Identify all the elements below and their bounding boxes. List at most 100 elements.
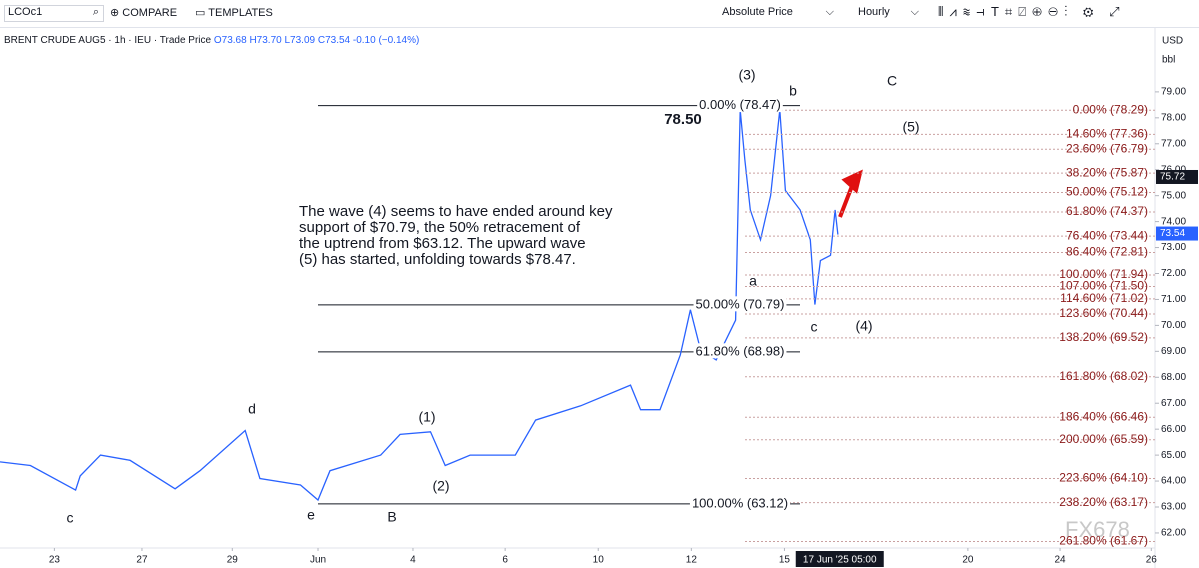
price-mode: Absolute Price (722, 6, 793, 18)
watermark: FX678 (1065, 517, 1130, 542)
y-tick-label: 64.00 (1161, 476, 1186, 487)
fib-label-bg (1057, 306, 1150, 321)
fib-label-bg (1058, 291, 1150, 306)
arrow (838, 169, 863, 218)
price-tag (1156, 169, 1198, 184)
wave-label: (4) (855, 318, 872, 334)
x-tick-label: 4 (410, 555, 416, 566)
y-tick-label: 68.00 (1161, 372, 1186, 383)
unit: USD (1162, 36, 1183, 47)
fib-label-bg (1063, 204, 1150, 219)
fib-label-bg (1057, 267, 1150, 282)
crosshair-label: 17 Jun '25 05:00 (803, 555, 877, 566)
note-line: (5) has started, unfolding towards $78.4… (299, 251, 576, 268)
interval: Hourly (858, 6, 890, 18)
price-mode-select[interactable]: Absolute Price ⌵ (712, 6, 840, 18)
fib-label: 50.00% (75.12) (1066, 185, 1148, 199)
fib-label-bg (697, 97, 783, 113)
toolbar: LCOc1 ⌕ ⊕ COMPARE ▭ TEMPLATES Absolute Pr… (0, 0, 1199, 28)
y-tick-label: 69.00 (1161, 346, 1186, 357)
y-tick-label: 66.00 (1161, 424, 1186, 435)
note: The wave (4) seems to have ended around … (299, 203, 613, 268)
wave-label: (3) (738, 67, 755, 83)
wave-label: (1) (418, 409, 435, 425)
fib-label: 14.60% (77.36) (1066, 127, 1148, 141)
crosshair-box (795, 551, 884, 567)
y-tick-label: 76.00 (1161, 164, 1186, 175)
wave-label: B (387, 509, 396, 525)
fib-label: 76.40% (73.44) (1066, 228, 1148, 242)
fib-label-bg (1057, 470, 1150, 485)
price-tag-label: 73.54 (1160, 228, 1185, 239)
x-tick-label: 27 (136, 555, 148, 566)
wave-labels: (3) 78.50 b C (5) a c (4) d (1) (2) c e … (67, 67, 920, 526)
fib-label-bg (693, 343, 787, 359)
y-tick-label: 74.00 (1161, 216, 1186, 227)
interval-select[interactable]: Hourly ⌵ (848, 6, 923, 18)
x-tick-label: 23 (49, 555, 61, 566)
legend-title: BRENT CRUDE AUG5 · 1h · IEU · Trade Pric… (4, 35, 212, 46)
y-tick-label: 75.00 (1161, 190, 1186, 201)
fib-label: 100.00% (71.94) (1059, 267, 1148, 281)
x-tick-label: Jun (310, 555, 326, 566)
x-tick-label: 10 (593, 555, 605, 566)
fib-label: 161.80% (68.02) (1059, 369, 1148, 383)
y-tick-label: 62.00 (1161, 528, 1186, 539)
fib-label-bg (1057, 368, 1150, 383)
x-tick-label: 29 (227, 555, 239, 566)
x-tick-label: 24 (1054, 555, 1066, 566)
price-tag (1156, 226, 1198, 241)
fib-label: 38.20% (75.87) (1066, 165, 1148, 179)
wave-label: (5) (902, 119, 919, 135)
note-line: support of $70.79, the 50% retracement o… (299, 219, 581, 236)
legend-ohlc: O73.68 H73.70 L73.09 C73.54 -0.10 (−0.14… (213, 35, 420, 46)
x-tick-label: 6 (502, 555, 508, 566)
templates-button[interactable]: ▭ TEMPLATES (195, 7, 273, 19)
fib-label-bg (1063, 165, 1150, 180)
y-tick-label: 79.00 (1161, 87, 1186, 98)
tool-icons[interactable]: ⫴⩘≋⊣T⌗⍁⊕⊖⋮ ⚙ ⤢ (938, 4, 1126, 19)
fib-label: 86.40% (72.81) (1066, 245, 1148, 259)
price-tag-label: 75.72 (1160, 172, 1185, 183)
fib-label: 61.80% (68.98) (696, 343, 785, 358)
fib-label-bg (1057, 431, 1150, 446)
x-tick-label: 26 (1146, 555, 1158, 566)
note-line: the uptrend from $63.12. The upward wave (299, 235, 586, 252)
fib-label-bg (1057, 330, 1150, 345)
fib-label: 223.60% (64.10) (1059, 471, 1148, 485)
fib-label-bg (689, 495, 791, 511)
chevron: ⌵ (910, 6, 919, 18)
y-tick-label: 73.00 (1161, 242, 1186, 253)
fib-label: 114.60% (71.02) (1060, 291, 1148, 305)
x-tick-label: 15 (779, 555, 791, 566)
fib-label: 50.00% (70.79) (696, 296, 785, 311)
symbol-search[interactable]: LCOc1 ⌕ (4, 5, 104, 22)
unit-sub: bbl (1162, 55, 1175, 66)
fib-label: 238.20% (63.17) (1059, 495, 1148, 509)
y-tick-label: 72.00 (1161, 268, 1186, 279)
fib-label-bg (1057, 278, 1150, 293)
fib-label-bg (1057, 533, 1150, 548)
fib-label: 100.00% (63.12) (692, 495, 788, 510)
wave-label: a (749, 273, 757, 289)
wave-label: b (789, 83, 797, 99)
y-tick-label: 70.00 (1161, 320, 1186, 331)
x-tick-label: 20 (962, 555, 974, 566)
compare-button[interactable]: ⊕ COMPARE (110, 7, 178, 19)
fib-label-bg (1063, 228, 1150, 243)
fib-label: 200.00% (65.59) (1059, 432, 1148, 446)
wave-label: (2) (432, 478, 449, 494)
fib-label-bg (1057, 494, 1150, 509)
y-tick-label: 65.00 (1161, 450, 1186, 461)
y-tick-label: 77.00 (1161, 138, 1186, 149)
fib-label: 261.80% (61.67) (1059, 534, 1148, 548)
chevron: ⌵ (825, 6, 834, 18)
wave-label: c (811, 319, 818, 335)
search-icon: ⌕ (92, 6, 99, 18)
wave-label: e (307, 507, 315, 523)
y-tick-label: 67.00 (1161, 398, 1186, 409)
fib-label: 61.80% (74.37) (1066, 204, 1148, 218)
y-tick-label: 71.00 (1161, 294, 1186, 305)
fib-label: 123.60% (70.44) (1059, 306, 1148, 320)
